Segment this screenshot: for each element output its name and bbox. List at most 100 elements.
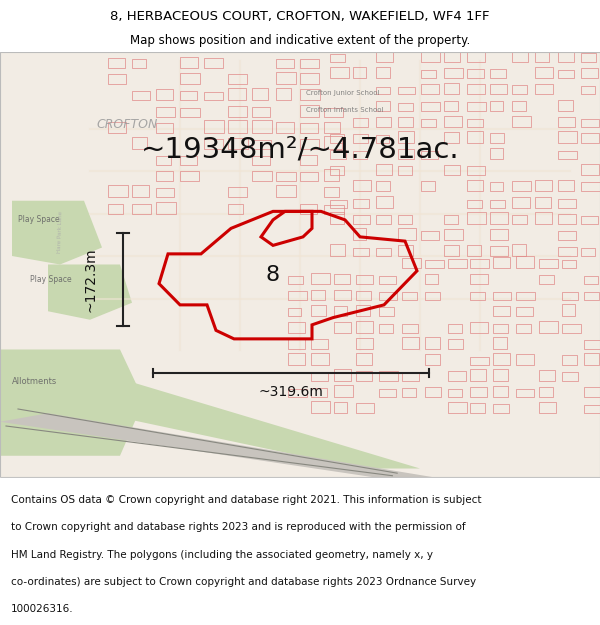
Bar (584, 388, 600, 397)
Bar (353, 68, 366, 78)
Bar (425, 292, 440, 300)
Bar (376, 248, 391, 256)
Bar (300, 204, 317, 214)
Bar (425, 260, 444, 268)
Bar (311, 353, 329, 365)
Text: HM Land Registry. The polygons (including the associated geometry, namely x, y: HM Land Registry. The polygons (includin… (11, 549, 433, 559)
Bar (425, 274, 439, 284)
Bar (324, 169, 340, 181)
Bar (444, 101, 458, 111)
Bar (300, 89, 320, 101)
Bar (252, 107, 270, 117)
Bar (379, 307, 394, 316)
Bar (448, 339, 463, 349)
Bar (581, 53, 596, 63)
Bar (493, 257, 510, 268)
Bar (425, 387, 441, 397)
Text: Play Space: Play Space (30, 274, 71, 284)
Bar (558, 118, 575, 127)
Bar (448, 402, 467, 413)
Text: Contains OS data © Crown copyright and database right 2021. This information is : Contains OS data © Crown copyright and d… (11, 495, 481, 505)
Bar (376, 51, 392, 62)
Bar (398, 228, 416, 240)
Bar (535, 180, 551, 191)
Bar (330, 166, 344, 175)
Bar (558, 100, 573, 111)
Bar (470, 388, 487, 397)
Bar (470, 402, 485, 413)
Text: CROFTON: CROFTON (96, 119, 157, 131)
Bar (490, 229, 508, 240)
Bar (276, 185, 296, 198)
Bar (425, 337, 440, 349)
Bar (228, 88, 246, 101)
Bar (470, 322, 488, 332)
Bar (252, 120, 272, 132)
Bar (467, 131, 484, 143)
Bar (379, 276, 396, 284)
Bar (402, 338, 419, 349)
Bar (376, 214, 391, 224)
Bar (581, 164, 599, 175)
Bar (204, 139, 223, 149)
Bar (330, 150, 346, 159)
Bar (330, 200, 347, 208)
Text: to Crown copyright and database rights 2023 and is reproduced with the permissio: to Crown copyright and database rights 2… (11, 522, 466, 532)
Bar (356, 275, 373, 284)
Bar (376, 181, 389, 191)
Bar (444, 52, 460, 62)
Bar (402, 372, 419, 381)
Bar (252, 88, 268, 101)
Bar (581, 133, 599, 143)
Bar (276, 88, 291, 101)
Bar (398, 87, 415, 94)
Bar (180, 57, 199, 68)
Text: ~319.6m: ~319.6m (259, 385, 323, 399)
Bar (334, 385, 353, 397)
Bar (353, 151, 367, 159)
Bar (516, 389, 534, 397)
Bar (493, 386, 508, 397)
Bar (444, 82, 458, 94)
Bar (558, 247, 577, 256)
Bar (311, 305, 326, 316)
Bar (356, 338, 373, 349)
Bar (558, 131, 577, 143)
Text: Crofton Infants School: Crofton Infants School (306, 106, 383, 112)
Bar (584, 340, 600, 349)
Bar (300, 59, 319, 68)
Bar (324, 121, 340, 132)
Polygon shape (12, 201, 102, 264)
Bar (156, 123, 173, 132)
Bar (334, 402, 347, 413)
Bar (228, 188, 247, 198)
Bar (421, 52, 440, 62)
Bar (535, 197, 551, 208)
Bar (180, 107, 200, 117)
Bar (539, 259, 557, 268)
Bar (444, 132, 459, 143)
Bar (356, 321, 373, 332)
Bar (516, 354, 533, 365)
Bar (470, 369, 485, 381)
Bar (311, 372, 328, 381)
Bar (490, 133, 503, 143)
Bar (470, 259, 489, 268)
Bar (376, 135, 389, 143)
Bar (376, 86, 390, 94)
Bar (467, 69, 484, 78)
Bar (353, 118, 368, 127)
Polygon shape (0, 349, 144, 456)
Bar (300, 154, 317, 165)
Bar (356, 403, 374, 413)
Bar (539, 402, 556, 413)
Bar (353, 199, 369, 208)
Bar (539, 387, 553, 397)
Text: ~172.3m: ~172.3m (83, 247, 97, 312)
Bar (581, 182, 600, 191)
Bar (539, 275, 554, 284)
Bar (539, 370, 554, 381)
Bar (204, 120, 224, 132)
Bar (300, 173, 319, 181)
Bar (490, 69, 506, 78)
